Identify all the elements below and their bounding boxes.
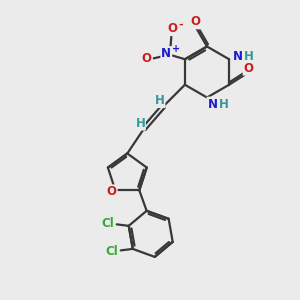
Text: +: +: [172, 44, 180, 54]
Text: O: O: [167, 22, 177, 35]
Text: H: H: [219, 98, 229, 111]
Text: N: N: [161, 47, 171, 60]
Text: N: N: [207, 98, 218, 111]
Text: O: O: [244, 62, 254, 75]
Text: H: H: [135, 117, 145, 130]
Text: H: H: [244, 50, 254, 63]
Text: O: O: [190, 15, 200, 28]
Text: O: O: [107, 185, 117, 198]
Text: H: H: [155, 94, 165, 107]
Text: Cl: Cl: [101, 217, 114, 230]
Text: O: O: [142, 52, 152, 65]
Text: N: N: [232, 50, 242, 63]
Text: -: -: [178, 20, 183, 30]
Text: Cl: Cl: [105, 245, 118, 258]
